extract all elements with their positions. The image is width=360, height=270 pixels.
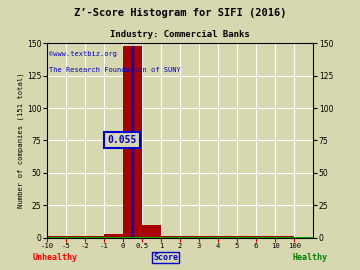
Bar [131, 46, 134, 238]
Text: Z’-Score Histogram for SIFI (2016): Z’-Score Histogram for SIFI (2016) [74, 8, 286, 18]
Bar [218, 236, 237, 238]
Text: ©www.textbiz.org: ©www.textbiz.org [49, 51, 117, 57]
Bar [180, 236, 199, 238]
Bar [66, 236, 85, 238]
Bar [104, 234, 123, 238]
Bar [199, 236, 218, 238]
Bar [123, 46, 142, 238]
Bar [237, 236, 256, 238]
Bar [161, 236, 180, 238]
Text: The Research Foundation of SUNY: The Research Foundation of SUNY [49, 66, 181, 73]
Text: 0.055: 0.055 [107, 135, 137, 146]
Bar [275, 236, 294, 238]
Text: Healthy: Healthy [293, 253, 328, 262]
Text: Industry: Commercial Banks: Industry: Commercial Banks [110, 30, 250, 39]
Text: Score: Score [153, 253, 178, 262]
Y-axis label: Number of companies (151 total): Number of companies (151 total) [18, 73, 24, 208]
Bar [256, 236, 275, 238]
Bar [85, 236, 104, 238]
Bar [142, 225, 161, 238]
Bar [47, 236, 66, 238]
Text: Unhealthy: Unhealthy [32, 253, 77, 262]
